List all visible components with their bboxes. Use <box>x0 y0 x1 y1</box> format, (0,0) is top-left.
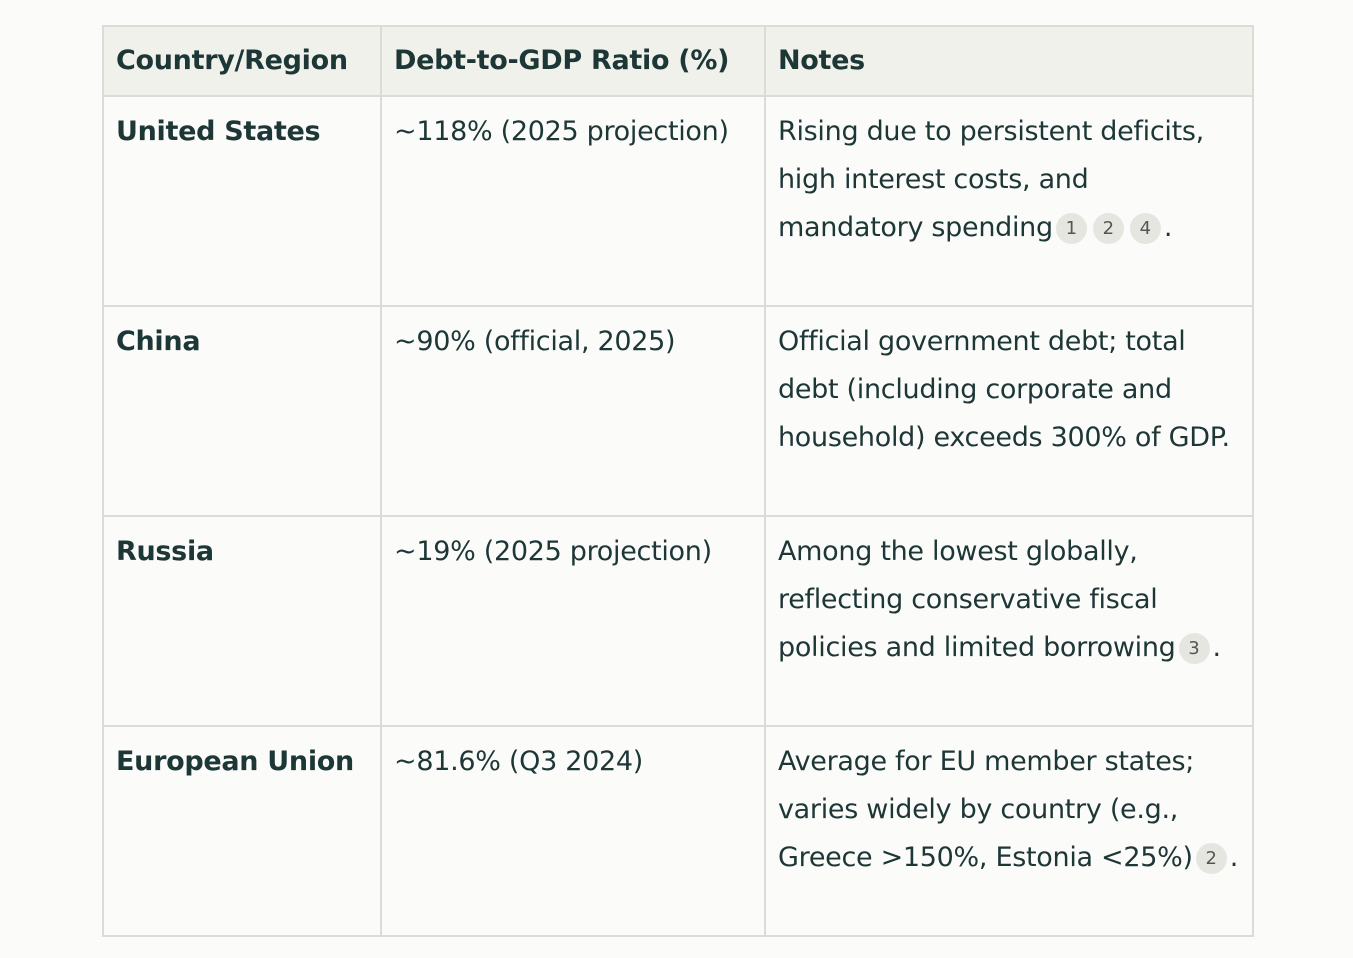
table-row: European Union ~81.6% (Q3 2024) Average fo… <box>102 725 1254 937</box>
ratio-cell: ~81.6% (Q3 2024) <box>380 725 766 937</box>
citation-badge[interactable]: 3 <box>1178 633 1210 664</box>
header-cell: Debt-to-GDP Ratio (%) <box>380 25 766 97</box>
header-cell: Country/Region <box>102 25 382 97</box>
notes-end: . <box>1212 632 1222 663</box>
ratio-cell: ~90% (official, 2025) <box>380 305 766 517</box>
notes-text: Official government debt; total debt (in… <box>778 326 1230 453</box>
citation-badge[interactable]: 2 <box>1195 843 1227 874</box>
notes-text: Rising due to persistent deficits, high … <box>778 116 1204 243</box>
notes-end: . <box>1229 842 1239 873</box>
notes-cell: Official government debt; total debt (in… <box>764 305 1254 517</box>
country-cell: European Union <box>102 725 382 937</box>
country-cell: China <box>102 305 382 517</box>
citation-badge[interactable]: 1 <box>1055 213 1087 244</box>
ratio-cell: ~19% (2025 projection) <box>380 515 766 727</box>
country-cell: United States <box>102 95 382 307</box>
notes-text: Among the lowest globally, reflecting co… <box>778 536 1176 663</box>
notes-cell: Average for EU member states; varies wid… <box>764 725 1254 937</box>
table-row: China ~90% (official, 2025) Official gover… <box>102 305 1254 517</box>
notes-cell: Among the lowest globally, reflecting co… <box>764 515 1254 727</box>
citation-badge[interactable]: 2 <box>1092 213 1124 244</box>
notes-text: Average for EU member states; varies wid… <box>778 746 1195 873</box>
table-body: United States ~118% (2025 projection) Risi… <box>102 95 1254 937</box>
table-header: Country/Region Debt-to-GDP Ratio (%) Not… <box>102 25 1254 97</box>
header-row: Country/Region Debt-to-GDP Ratio (%) Not… <box>102 25 1254 97</box>
table-row: United States ~118% (2025 projection) Risi… <box>102 95 1254 307</box>
debt-table: Country/Region Debt-to-GDP Ratio (%) Not… <box>102 25 1254 937</box>
notes-end: . <box>1163 212 1173 243</box>
header-cell: Notes <box>764 25 1254 97</box>
country-cell: Russia <box>102 515 382 727</box>
citation-badge[interactable]: 4 <box>1129 213 1161 244</box>
notes-cell: Rising due to persistent deficits, high … <box>764 95 1254 307</box>
ratio-cell: ~118% (2025 projection) <box>380 95 766 307</box>
table-row: Russia ~19% (2025 projection) Among the lo… <box>102 515 1254 727</box>
